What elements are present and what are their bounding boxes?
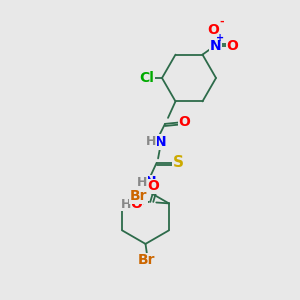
Text: H: H xyxy=(146,135,156,148)
Text: N: N xyxy=(209,39,221,52)
Text: H: H xyxy=(121,198,131,211)
Text: O: O xyxy=(178,116,190,129)
Text: H: H xyxy=(137,176,148,189)
Text: Br: Br xyxy=(138,254,156,267)
Text: N: N xyxy=(145,176,156,189)
Text: S: S xyxy=(173,155,184,170)
Text: O: O xyxy=(130,197,142,211)
Text: N: N xyxy=(154,135,166,149)
Text: Cl: Cl xyxy=(139,71,154,85)
Text: O: O xyxy=(226,39,238,52)
Text: O: O xyxy=(208,23,220,37)
Text: +: + xyxy=(216,33,225,43)
Text: -: - xyxy=(220,16,224,27)
Text: O: O xyxy=(147,179,159,193)
Text: Br: Br xyxy=(130,189,147,203)
